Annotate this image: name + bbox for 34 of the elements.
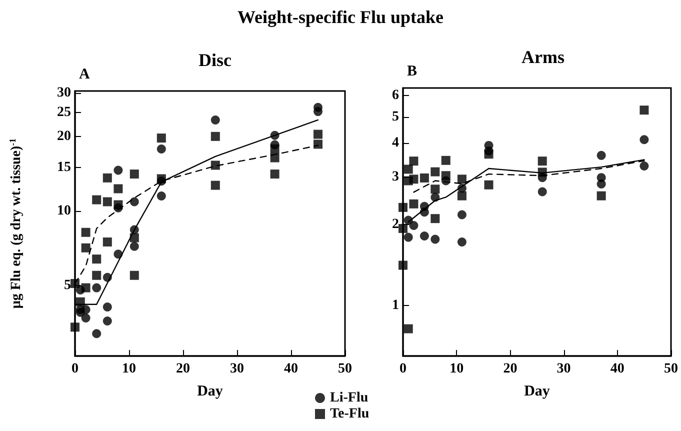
text: Weight-specific Flu uptake [238,7,444,27]
y-tick-label: 30 [57,85,71,100]
x-tick-label: 10 [450,362,464,376]
x-tick-label: 0 [400,362,406,376]
chart-title: Arms [522,47,564,67]
chart-title: Disc [198,50,232,70]
y-tick-label: 20 [57,128,71,144]
y-tick-label: 6 [392,88,399,104]
y-tick-label: 3 [392,169,399,184]
x-tick-label: 20 [503,362,518,376]
y-tick-label: 2 [392,216,399,232]
x-tick-label: 10 [122,362,136,376]
y-tick-label: 4 [392,136,399,151]
y-tick-label: 1 [392,298,399,314]
y-tick-label: 5 [392,109,399,124]
x-tick-label: 50 [664,362,678,376]
x-tick-label: 30 [556,362,571,376]
text: A [79,66,90,82]
x-tick-label: 40 [284,362,298,376]
x-tick-label: 30 [230,362,244,376]
legend-label: Te-Flu [330,406,370,422]
x-tick-label: 0 [72,362,78,376]
x-axis-title: Day [524,384,550,400]
y-tick-label: 10 [57,204,71,219]
x-axis-title: Day [197,384,224,400]
y-tick-label: 15 [57,160,71,175]
text: B [407,64,418,80]
x-tick-label: 20 [176,362,190,376]
y-tick-label: 25 [57,104,71,120]
y-tick-label: 5 [64,278,71,294]
y-axis-title: µg Flu eq. (g dry wt. tissue)-1 [8,138,24,309]
x-tick-label: 50 [338,362,352,376]
x-tick-label: 40 [610,362,624,376]
legend-label: Li-Flu [330,390,368,406]
